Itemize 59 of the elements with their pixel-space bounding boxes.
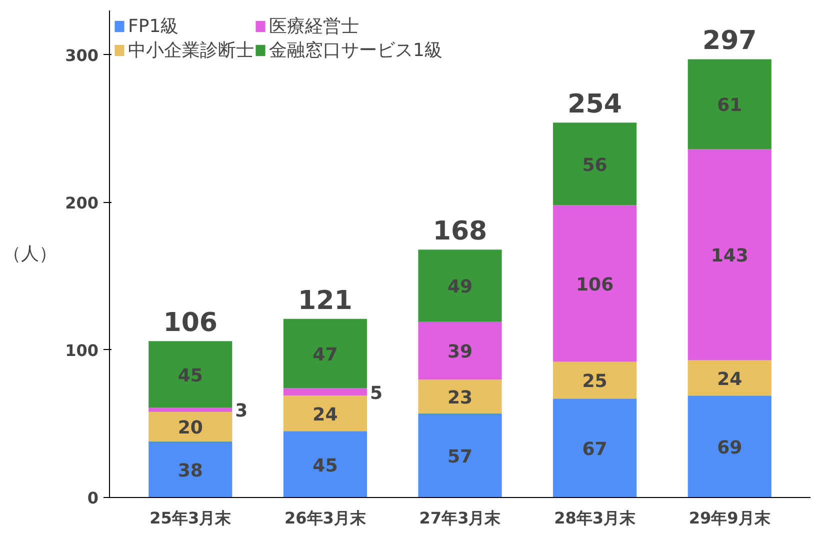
data-label: 106 [576,274,614,296]
y-tick-label: 0 [87,488,99,508]
y-tick-label: 200 [65,193,99,212]
bar [688,149,772,360]
bar [418,379,502,414]
data-label: 49 [447,276,473,298]
bar [283,388,367,396]
bar [418,250,502,322]
bar [553,205,637,362]
bar [688,59,772,150]
bar [148,412,232,442]
data-label: 25 [582,371,608,392]
data-label: 47 [312,344,338,366]
data-label: 61 [717,95,742,116]
data-label: 56 [582,154,608,176]
data-label: 23 [447,387,473,408]
y-tick-label: 100 [65,340,99,360]
bar [688,360,772,396]
total-label: 106 [163,308,218,338]
legend-label: 医療経営士 [269,15,359,38]
data-label: 45 [178,365,203,386]
data-label: 67 [582,439,608,460]
bar [283,396,367,432]
data-label: 39 [447,342,473,363]
x-tick-label: 28年3月末 [554,508,637,528]
total-label: 254 [568,90,622,120]
x-tick-label: 25年3月末 [150,508,232,528]
data-label: 143 [710,246,748,267]
bar [418,322,502,380]
bar [283,431,367,498]
data-label: 57 [447,446,473,468]
y-tick-label: 300 [65,46,99,65]
data-label: 38 [178,460,203,482]
data-label: 24 [717,368,742,390]
bar [688,396,772,498]
x-tick-label: 26年3月末 [284,508,367,528]
bar [283,318,367,388]
total-label: 121 [298,286,352,316]
bar [553,398,637,498]
legend-label: 中小企業診断士 [128,39,254,62]
legend-label: FP1級 [128,15,179,38]
data-label: 24 [312,404,338,426]
x-tick-label: 27年3月末 [419,508,502,528]
total-label: 297 [702,26,757,56]
data-label: 69 [717,438,742,459]
data-label: 5 [370,382,383,404]
bar [553,362,637,399]
data-label: 3 [235,400,248,422]
y-axis-title: （人） [3,244,58,264]
bar [148,441,232,498]
bar [148,407,232,412]
data-label: 20 [178,418,203,439]
bar [148,341,232,408]
legend-label: 金融窓口サービス1級 [269,39,442,62]
data-label: 45 [312,455,338,476]
x-tick-label: 29年9月末 [688,508,772,528]
bar [418,413,502,498]
total-label: 168 [432,216,488,247]
bar [553,122,637,206]
